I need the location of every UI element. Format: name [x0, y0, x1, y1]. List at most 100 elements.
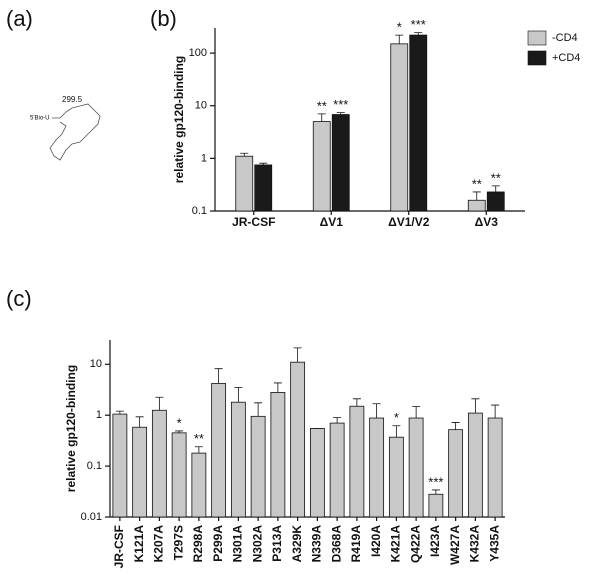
error-bar [412, 406, 421, 419]
significance-label: *** [411, 17, 426, 32]
x-tick-label: P299A [211, 525, 225, 562]
y-tick-label: 0.01 [81, 511, 102, 523]
panel-label: (c) [6, 286, 32, 311]
bar [448, 429, 464, 518]
x-tick-label: P313A [270, 525, 284, 562]
error-bar [155, 396, 164, 411]
significance-label: *** [428, 474, 443, 489]
bar [250, 415, 266, 518]
bar [290, 361, 306, 518]
x-tick-label: Q422A [408, 525, 422, 563]
bar [487, 417, 503, 518]
error-bar [234, 387, 243, 403]
bar [331, 114, 350, 212]
x-tick-label: ΔV1 [320, 215, 344, 229]
x-tick-label: Y435A [487, 525, 501, 562]
error-bar [135, 416, 144, 428]
error-bar [273, 382, 282, 393]
significance-label: * [397, 20, 402, 35]
bar [329, 422, 345, 518]
bar [390, 43, 409, 212]
panel-label: (b) [150, 6, 177, 31]
bar [230, 401, 246, 518]
bar [235, 155, 254, 212]
bar [191, 452, 207, 518]
x-tick-label: I420A [369, 525, 383, 557]
x-tick-label: K421A [389, 525, 403, 563]
x-tick-label: N302A [250, 525, 264, 563]
bar [309, 428, 325, 518]
y-tick-label: 1 [96, 409, 102, 421]
error-bar [414, 32, 423, 36]
significance-label: ** [491, 170, 501, 185]
x-tick-label: K207A [152, 525, 166, 563]
x-tick-label: D368A [329, 525, 343, 563]
error-bar [491, 185, 500, 192]
error-bar [392, 425, 401, 438]
bar [171, 432, 187, 518]
x-tick-label: K121A [132, 525, 146, 563]
y-axis-label: relative gp120-binding [172, 56, 186, 183]
error-bar [254, 402, 263, 417]
error-bar [214, 368, 223, 384]
bar [151, 409, 167, 518]
bar [408, 417, 424, 518]
x-tick-label: K432A [468, 525, 482, 563]
bar [486, 191, 505, 212]
significance-label: * [177, 415, 182, 430]
error-bar [115, 410, 124, 415]
y-tick-label: 0.1 [192, 205, 207, 217]
x-tick-label: JR-CSF [112, 525, 126, 568]
error-bar [472, 191, 481, 201]
error-bar [293, 347, 302, 363]
error-bar [336, 112, 345, 115]
error-bar [194, 446, 203, 454]
x-tick-label: A329K [290, 525, 304, 563]
x-tick-label: T297S [171, 525, 185, 560]
structure-start: 5'Bio-U [30, 116, 50, 122]
significance-label: ** [194, 431, 204, 446]
rna-structure [49, 103, 101, 161]
y-tick-label: 1 [201, 152, 207, 164]
rna-backbone [49, 103, 101, 161]
error-bar [451, 422, 460, 430]
x-tick-label: ΔV3 [475, 215, 499, 229]
bar [270, 392, 286, 518]
bar [467, 199, 486, 212]
error-bar [259, 162, 268, 165]
significance-label: ** [472, 176, 482, 191]
significance-label: * [394, 410, 399, 425]
bar [388, 436, 404, 518]
bar [254, 164, 273, 212]
error-bar [491, 404, 500, 419]
error-bar [240, 152, 249, 157]
significance-label: *** [333, 97, 348, 112]
legend-swatch [527, 50, 547, 66]
x-tick-label: W427A [448, 525, 462, 565]
bar [312, 121, 331, 212]
legend-swatch [527, 30, 547, 46]
x-tick-label: N301A [231, 525, 245, 563]
bar [349, 405, 365, 518]
bar [211, 383, 227, 518]
significance-label: ** [317, 98, 327, 113]
x-tick-label: R419A [349, 525, 363, 563]
x-tick-label: ΔV1/V2 [388, 215, 430, 229]
bar [467, 412, 483, 518]
x-tick-label: R298A [191, 525, 205, 563]
structure-annotation: 299.5 [62, 95, 83, 104]
y-tick-label: 10 [195, 100, 207, 112]
error-bar [175, 430, 184, 433]
error-bar [372, 403, 381, 419]
x-tick-label: I423A [428, 525, 442, 557]
error-bar [352, 398, 361, 407]
y-tick-label: 10 [90, 358, 102, 370]
error-bar [395, 34, 404, 44]
x-tick-label: JR-CSF [232, 215, 275, 229]
bar [409, 34, 428, 212]
y-tick-label: 100 [189, 47, 207, 59]
bar [132, 426, 148, 518]
error-bar [431, 489, 440, 495]
